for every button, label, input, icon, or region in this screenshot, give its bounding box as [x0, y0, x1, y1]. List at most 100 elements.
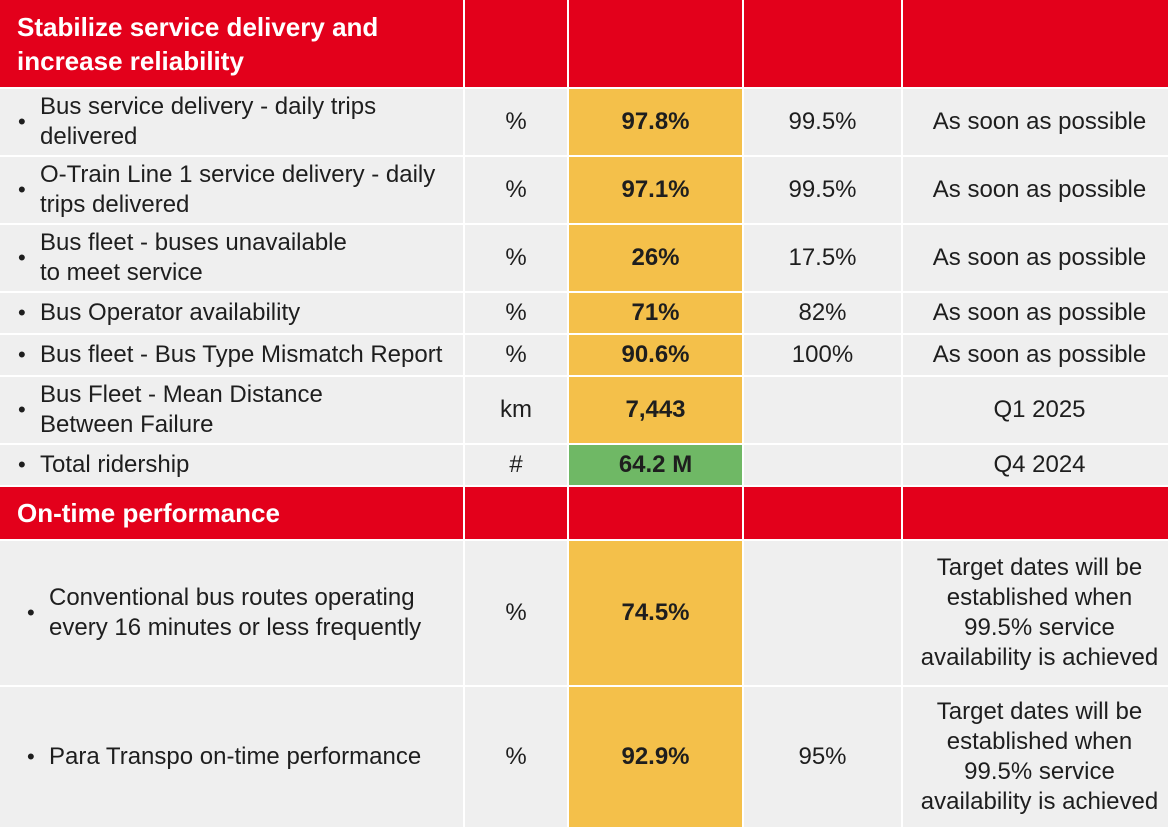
section-title-line1: Stabilize service delivery and	[17, 11, 379, 42]
metric-line1: Total ridership	[40, 451, 190, 478]
target-date-cell: As soon as possible	[903, 293, 1168, 333]
header-cell-target-date	[903, 0, 1168, 87]
target-date-line: 99.5% service	[964, 614, 1115, 641]
metric-line1: Bus Operator availability	[40, 299, 301, 326]
header-cell-value	[569, 0, 742, 87]
header-cell-unit	[465, 487, 567, 539]
value-cell: 71%	[569, 293, 742, 333]
unit-cell: %	[465, 335, 567, 375]
section-title: On-time performance	[0, 487, 463, 539]
target-cell	[744, 377, 901, 443]
target-cell: 100%	[744, 335, 901, 375]
metric-cell: • Bus service delivery - daily trips del…	[0, 89, 463, 155]
metric-line1: Bus service delivery - daily trips	[40, 93, 377, 120]
unit-cell: %	[465, 293, 567, 333]
value-cell: 26%	[569, 225, 742, 291]
table-row: • Bus fleet - buses unavailable to meet …	[0, 225, 1168, 291]
metric-line2: to meet service	[40, 259, 203, 286]
metric-cell: • O-Train Line 1 service delivery - dail…	[0, 157, 463, 223]
target-cell: 17.5%	[744, 225, 901, 291]
value-cell: 90.6%	[569, 335, 742, 375]
value-cell: 97.8%	[569, 89, 742, 155]
unit-cell: %	[465, 541, 567, 685]
target-date-cell: As soon as possible	[903, 335, 1168, 375]
unit-cell: %	[465, 225, 567, 291]
target-cell: 82%	[744, 293, 901, 333]
target-cell: 99.5%	[744, 157, 901, 223]
bullet-icon: •	[27, 744, 35, 769]
metric-line1: Bus fleet - buses unavailable	[40, 229, 347, 256]
bullet-icon: •	[27, 600, 35, 625]
target-date-line: established when	[946, 728, 1133, 755]
metric-cell: • Bus Fleet - Mean Distance Between Fail…	[0, 377, 463, 443]
table-row: • Bus service delivery - daily trips del…	[0, 89, 1168, 155]
unit-cell: %	[465, 687, 567, 827]
target-date-line: Target dates will be	[936, 554, 1143, 581]
metric-cell: • Para Transpo on-time performance	[0, 687, 463, 827]
target-date-cell: As soon as possible	[903, 225, 1168, 291]
target-date-cell: As soon as possible	[903, 89, 1168, 155]
bullet-icon: •	[18, 109, 26, 134]
metric-line1: O-Train Line 1 service delivery - daily	[40, 161, 436, 188]
table-row: • Para Transpo on-time performance % 92.…	[0, 687, 1168, 827]
target-cell	[744, 445, 901, 485]
metric-cell: • Total ridership	[0, 445, 463, 485]
section-title: Stabilize service delivery and increase …	[0, 0, 463, 87]
target-cell	[744, 541, 901, 685]
table-row: • O-Train Line 1 service delivery - dail…	[0, 157, 1168, 223]
header-cell-target	[744, 0, 901, 87]
table-row: • Conventional bus routes operating ever…	[0, 541, 1168, 685]
value-cell: 92.9%	[569, 687, 742, 827]
value-cell: 97.1%	[569, 157, 742, 223]
value-cell: 7,443	[569, 377, 742, 443]
metric-cell: • Bus fleet - buses unavailable to meet …	[0, 225, 463, 291]
header-cell-target	[744, 487, 901, 539]
metric-line1: Conventional bus routes operating	[49, 584, 415, 611]
unit-cell: #	[465, 445, 567, 485]
target-date-line: availability is achieved	[920, 644, 1159, 671]
target-date-line: 99.5% service	[964, 758, 1115, 785]
target-date-cell: As soon as possible	[903, 157, 1168, 223]
value-cell: 74.5%	[569, 541, 742, 685]
bullet-icon: •	[18, 397, 26, 422]
header-cell-target-date	[903, 487, 1168, 539]
target-date-cell: Q4 2024	[903, 445, 1168, 485]
metric-cell: • Conventional bus routes operating ever…	[0, 541, 463, 685]
section-header-on-time: On-time performance	[0, 487, 1168, 539]
header-cell-unit	[465, 0, 567, 87]
table-row: • Bus Fleet - Mean Distance Between Fail…	[0, 377, 1168, 443]
metric-line2: delivered	[40, 123, 138, 150]
metric-cell: • Bus fleet - Bus Type Mismatch Report	[0, 335, 463, 375]
target-date-cell: Target dates will be established when 99…	[903, 687, 1168, 827]
target-date-cell: Target dates will be established when 99…	[903, 541, 1168, 685]
metric-line1: Bus Fleet - Mean Distance	[40, 381, 323, 408]
bullet-icon: •	[18, 342, 26, 367]
header-cell-value	[569, 487, 742, 539]
metric-line2: every 16 minutes or less frequently	[49, 614, 422, 641]
unit-cell: %	[465, 157, 567, 223]
unit-cell: km	[465, 377, 567, 443]
bullet-icon: •	[18, 245, 26, 270]
bullet-icon: •	[18, 177, 26, 202]
metric-line1: Bus fleet - Bus Type Mismatch Report	[40, 341, 443, 368]
target-cell: 99.5%	[744, 89, 901, 155]
table-row: • Total ridership # 64.2 M Q4 2024	[0, 445, 1168, 485]
target-cell: 95%	[744, 687, 901, 827]
metric-line2: Between Failure	[40, 411, 214, 438]
unit-cell: %	[465, 89, 567, 155]
target-date-line: availability is achieved	[920, 788, 1159, 815]
metric-line2: trips delivered	[40, 191, 190, 218]
value-cell: 64.2 M	[569, 445, 742, 485]
table-row: • Bus Operator availability % 71% 82% As…	[0, 293, 1168, 333]
target-date-line: established when	[946, 584, 1133, 611]
target-date-cell: Q1 2025	[903, 377, 1168, 443]
bullet-icon: •	[18, 452, 26, 477]
section-header-reliability: Stabilize service delivery and increase …	[0, 0, 1168, 87]
metric-line1: Para Transpo on-time performance	[49, 743, 422, 770]
target-date-line: Target dates will be	[936, 698, 1143, 725]
section-title-line2: increase reliability	[17, 45, 244, 76]
metric-cell: • Bus Operator availability	[0, 293, 463, 333]
table-row: • Bus fleet - Bus Type Mismatch Report %…	[0, 335, 1168, 375]
bullet-icon: •	[18, 300, 26, 325]
